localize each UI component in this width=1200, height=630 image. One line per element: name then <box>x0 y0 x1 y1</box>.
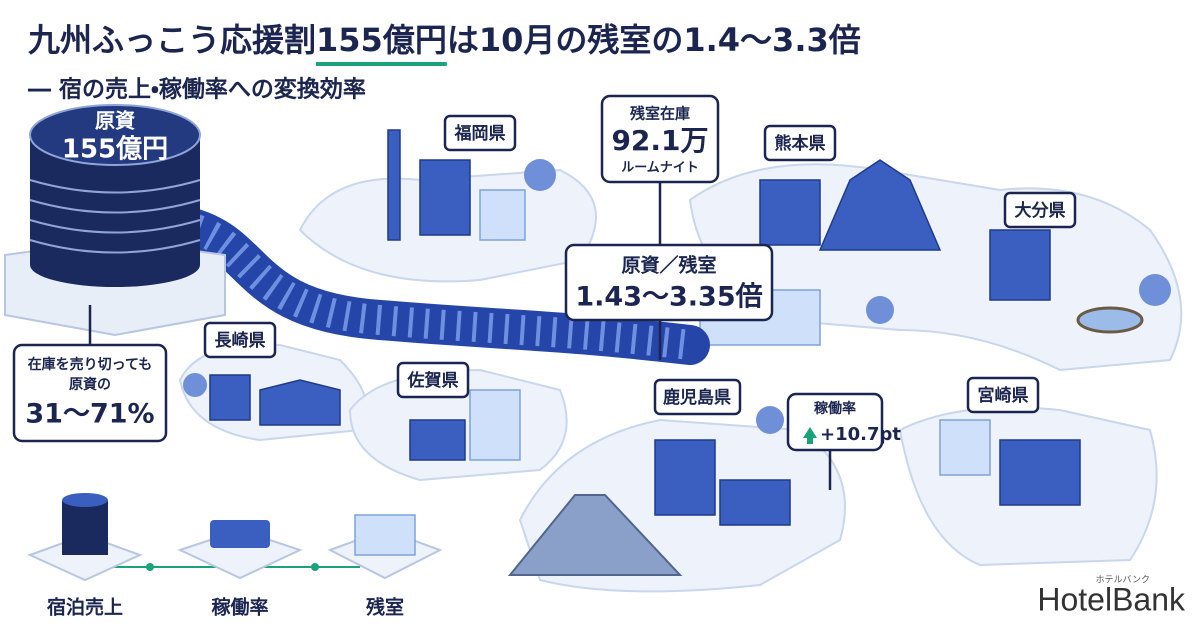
coin-path-highlight <box>176 210 692 360</box>
church <box>259 379 341 426</box>
title-part: は10月の残室の1.4〜3.3倍 <box>447 21 861 59</box>
building <box>654 439 716 516</box>
tree <box>866 296 894 324</box>
pref-label: 熊本県 <box>775 133 826 154</box>
callout-box <box>600 94 720 184</box>
logo: ホテルバンク HotelBank <box>1037 575 1186 618</box>
castle <box>818 159 942 251</box>
flow: 宿泊売上 稼働率 残室 <box>27 493 443 619</box>
pref: 長崎県 <box>203 321 277 359</box>
label-box <box>966 376 1040 414</box>
building <box>209 374 251 421</box>
flow-label: 稼働率 <box>211 596 268 619</box>
pref: 熊本県 <box>763 124 837 162</box>
cubes-icon <box>354 514 416 556</box>
callouts: 残室在庫 92.1万 ルームナイト 原資／残室 1.43〜3.35倍 在庫を売り… <box>12 94 901 490</box>
flow-dot <box>146 563 154 571</box>
scenery <box>183 129 1171 576</box>
pref: 佐賀県 <box>396 361 470 399</box>
label-box <box>443 114 517 152</box>
coins-icon-top <box>62 493 108 507</box>
stack-top <box>29 104 201 166</box>
title-block: 九州ふっこう応援割155億円は10月の残室の1.4〜3.3倍 ― 宿の売上・稼働… <box>28 21 861 103</box>
pref: 宮崎県 <box>966 376 1040 414</box>
logo-name: HotelBank <box>1037 581 1186 617</box>
label-box <box>653 378 742 416</box>
title: 九州ふっこう応援割155億円は10月の残室の1.4〜3.3倍 <box>28 21 861 59</box>
coin-edge <box>29 219 201 234</box>
pref-label: 佐賀県 <box>407 370 459 391</box>
building <box>759 179 821 246</box>
building <box>419 159 471 236</box>
fund-stack: 原資 155億円 <box>4 104 226 337</box>
pref-label: 大分県 <box>1015 200 1066 221</box>
flow-label: 宿泊売上 <box>46 596 123 619</box>
bed-icon <box>210 520 270 548</box>
callout-title: 残室在庫 <box>629 105 690 123</box>
callout-value: 31〜71% <box>25 399 154 430</box>
callout-value: +10.7pt <box>820 424 901 445</box>
callout-text: 在庫を売り切っても <box>28 356 153 373</box>
building <box>989 229 1051 301</box>
label-box <box>396 361 470 399</box>
pref: 鹿児島県 <box>653 378 742 416</box>
label-box <box>1003 191 1077 229</box>
coin-edge <box>29 239 201 254</box>
tree <box>524 159 556 191</box>
title-highlight: 155億円 <box>316 21 447 59</box>
pref-label: 宮崎県 <box>978 385 1029 406</box>
building <box>469 389 521 461</box>
title-part: 九州ふっこう応援割 <box>28 21 316 59</box>
pref-label: 鹿児島県 <box>663 387 731 408</box>
fund-amount: 155億円 <box>62 135 168 165</box>
stack-bottom <box>30 243 200 287</box>
callout-title: 原資／残室 <box>621 254 716 277</box>
building <box>939 419 991 476</box>
logo-kana: ホテルバンク <box>1096 575 1150 586</box>
callout-unit: ルームナイト <box>621 161 699 176</box>
callout-box <box>12 343 168 443</box>
subtitle: ― 宿の売上・稼働率への変換効率 <box>28 76 366 103</box>
callout-box <box>564 243 774 322</box>
onsen <box>1076 306 1144 334</box>
callout-value: 92.1万 <box>611 124 708 157</box>
pref-label: 福岡県 <box>454 123 506 144</box>
coin-edge <box>29 199 201 214</box>
house <box>719 479 791 526</box>
label-box <box>763 124 837 162</box>
pref: 大分県 <box>1003 191 1077 229</box>
coin-stream <box>160 205 710 365</box>
tree <box>756 406 784 434</box>
flow-label: 残室 <box>365 596 404 619</box>
callout-title: 稼働率 <box>814 400 856 417</box>
fund-label: 原資 <box>95 109 135 133</box>
pref-label: 長崎県 <box>215 330 266 351</box>
coin-edge <box>29 179 201 194</box>
callout-text: 原資の <box>69 376 111 393</box>
tree <box>183 373 207 397</box>
tower <box>387 129 401 241</box>
building <box>999 439 1081 506</box>
tree <box>1139 274 1171 306</box>
coins-icon <box>62 500 108 555</box>
pref-labels: 福岡県 熊本県 大分県 長崎県 佐賀県 鹿児島県 宮崎県 <box>203 114 1077 416</box>
flow-dot <box>311 563 319 571</box>
volcano <box>507 494 683 576</box>
house <box>409 419 466 461</box>
up-arrow <box>803 427 817 444</box>
pref: 福岡県 <box>443 114 517 152</box>
callout-value: 1.43〜3.35倍 <box>575 282 762 313</box>
label-box <box>203 321 277 359</box>
building <box>479 189 526 241</box>
